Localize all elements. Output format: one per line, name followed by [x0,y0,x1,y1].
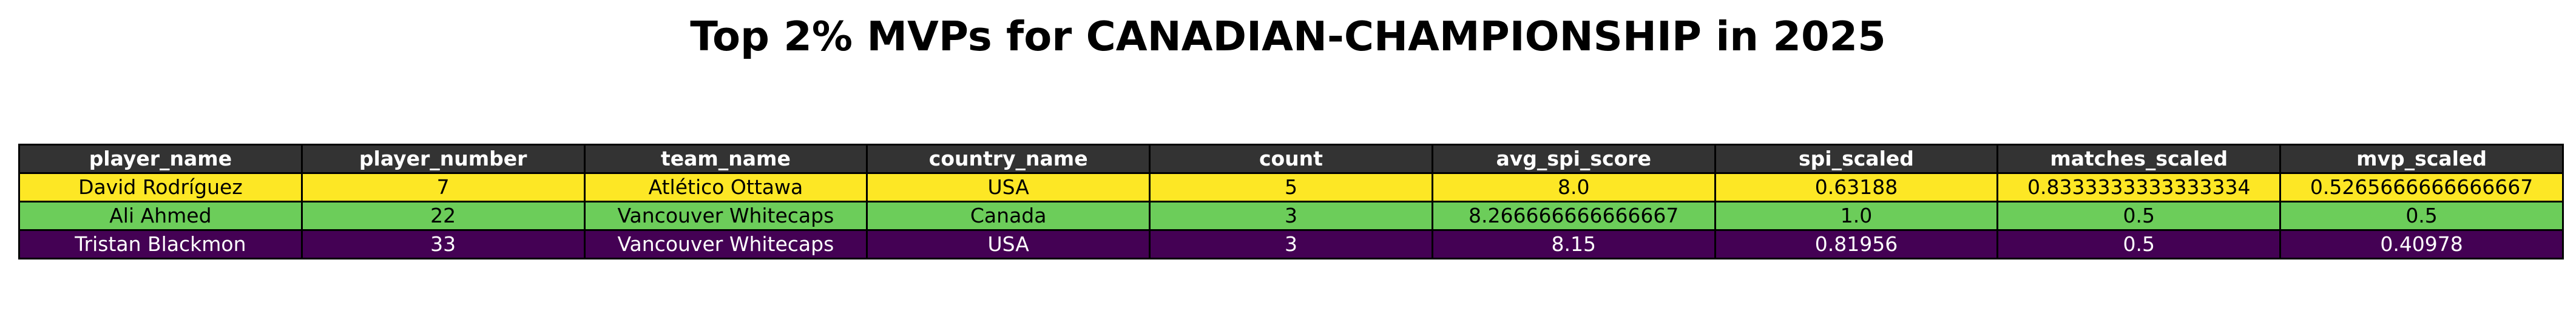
table-row: David Rodríguez 7 Atlético Ottawa USA 5 8.0 0.… [18,172,2564,202]
cell-country-name: Canada [866,201,1151,231]
cell-player-number: 7 [300,172,586,202]
cell-matches-scaled: 0.5 [1996,201,2282,231]
cell-player-number: 22 [300,201,586,231]
cell-count: 3 [1149,201,1433,231]
cell-country-name: USA [866,229,1151,259]
cell-team-name: Vancouver Whitecaps [583,201,868,231]
column-header-mvp-scaled: mvp_scaled [2279,144,2564,174]
cell-count: 3 [1149,229,1433,259]
cell-player-name: Ali Ahmed [18,201,303,231]
table-row: Ali Ahmed 22 Vancouver Whitecaps Canada 3 8.2… [18,201,2564,231]
cell-team-name: Atlético Ottawa [583,172,868,202]
cell-country-name: USA [866,172,1151,202]
column-header-spi-scaled: spi_scaled [1714,144,1999,174]
cell-spi-scaled: 0.81956 [1714,229,1999,259]
cell-player-name: Tristan Blackmon [18,229,303,259]
cell-player-name: David Rodríguez [18,172,303,202]
table-header-row: player_name player_number team_name country… [18,144,2564,174]
cell-mvp-scaled: 0.5 [2279,201,2564,231]
cell-matches-scaled: 0.5 [1996,229,2282,259]
column-header-matches-scaled: matches_scaled [1996,144,2282,174]
mvp-table: player_name player_number team_name country… [18,144,2564,259]
cell-avg-spi-score: 8.266666666666667 [1431,201,1716,231]
cell-spi-scaled: 1.0 [1714,201,1999,231]
column-header-count: count [1149,144,1433,174]
table-body: David Rodríguez 7 Atlético Ottawa USA 5 8.0 0.… [18,172,2564,259]
column-header-team-name: team_name [583,144,868,174]
cell-player-number: 33 [300,229,586,259]
table-row: Tristan Blackmon 33 Vancouver Whitecaps USA… [18,229,2564,259]
cell-count: 5 [1149,172,1433,202]
cell-avg-spi-score: 8.15 [1431,229,1716,259]
cell-avg-spi-score: 8.0 [1431,172,1716,202]
cell-mvp-scaled: 0.40978 [2279,229,2564,259]
cell-matches-scaled: 0.8333333333333334 [1996,172,2282,202]
cell-spi-scaled: 0.63188 [1714,172,1999,202]
cell-team-name: Vancouver Whitecaps [583,229,868,259]
cell-mvp-scaled: 0.5265666666666667 [2279,172,2564,202]
column-header-country-name: country_name [866,144,1151,174]
column-header-player-number: player_number [300,144,586,174]
column-header-avg-spi-score: avg_spi_score [1431,144,1716,174]
chart-title: Top 2% MVPs for CANADIAN-CHAMPIONSHIP in… [690,13,1886,60]
column-header-player-name: player_name [18,144,303,174]
